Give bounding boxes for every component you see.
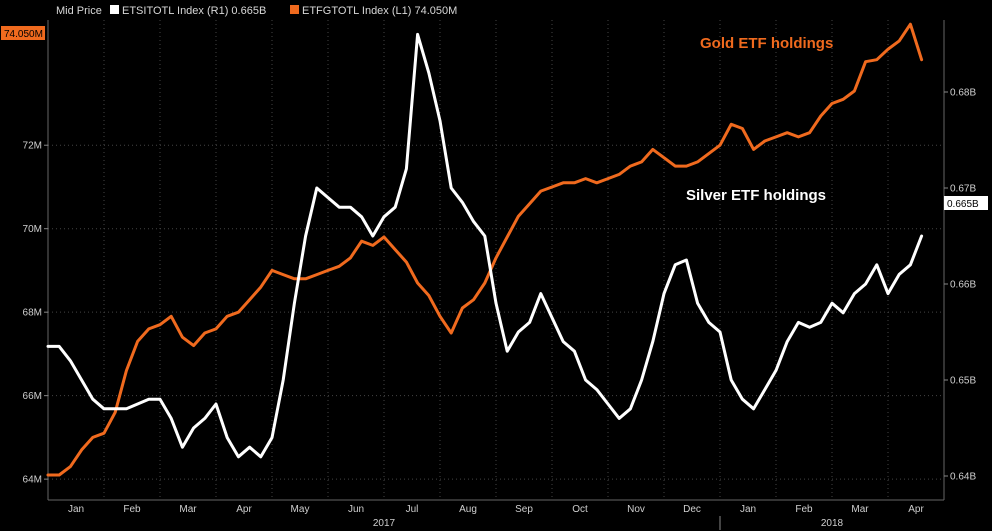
legend-swatch-gold (290, 5, 299, 14)
right-tick-label: 0.66B (950, 280, 976, 291)
month-label: Jan (68, 504, 84, 515)
legend-label-silver: ETSITOTL Index (R1) 0.665B (122, 5, 266, 17)
right-tick-label: 0.65B (950, 376, 976, 387)
legend-swatch-silver (110, 5, 119, 14)
legend-title: Mid Price (56, 5, 102, 17)
left-last-value-badge: 74.050M (1, 26, 45, 40)
month-label: Dec (683, 504, 701, 515)
month-label: Jan (740, 504, 756, 515)
month-label: Nov (627, 504, 645, 515)
month-label: Apr (236, 504, 252, 515)
month-label: Oct (572, 504, 588, 515)
month-label: Aug (459, 504, 477, 515)
axes: 64M 66M 68M 70M 72M 0.64B 0.65B 0.66B 0.67B 0.68B… (23, 20, 976, 530)
month-label: Feb (123, 504, 141, 515)
year-label: 2017 (373, 518, 396, 529)
left-tick-label: 72M (23, 141, 42, 152)
right-last-value-badge: 0.665B (944, 196, 988, 210)
left-tick-label: 70M (23, 224, 42, 235)
right-tick-label: 0.68B (950, 88, 976, 99)
month-label: Mar (851, 504, 869, 515)
legend: Mid Price ETSITOTL Index (R1) 0.665B ETF… (56, 5, 457, 17)
month-label: Apr (908, 504, 924, 515)
right-tick-label: 0.67B (950, 184, 976, 195)
month-label: Jun (348, 504, 364, 515)
right-tick-label: 0.64B (950, 472, 976, 483)
month-label: Jul (406, 504, 419, 515)
series-layer (46, 22, 924, 477)
right-badge-text: 0.665B (947, 199, 979, 210)
month-label: Feb (795, 504, 813, 515)
left-badge-text: 74.050M (4, 29, 43, 40)
gold-annotation: Gold ETF holdings (700, 35, 833, 52)
gold-series-line (46, 22, 924, 477)
left-tick-label: 64M (23, 475, 42, 486)
month-label: May (291, 504, 310, 515)
month-label: Sep (515, 504, 533, 515)
year-label: 2018 (821, 518, 844, 529)
left-tick-label: 68M (23, 308, 42, 319)
legend-label-gold: ETFGTOTL Index (L1) 74.050M (302, 5, 457, 17)
silver-annotation: Silver ETF holdings (686, 187, 826, 204)
month-label: Mar (179, 504, 197, 515)
silver-series-line (46, 32, 924, 459)
left-tick-label: 66M (23, 391, 42, 402)
grid-lines (48, 20, 944, 500)
